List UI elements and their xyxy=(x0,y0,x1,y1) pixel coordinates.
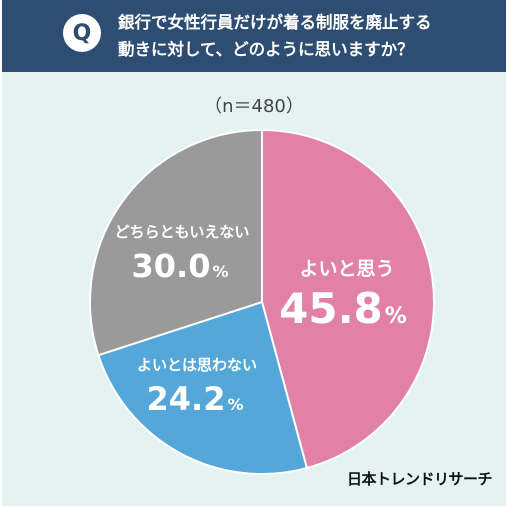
brand-logo: 日本トレンドリサーチ xyxy=(346,470,493,488)
question-line-1: 銀行で女性行員だけが着る制服を廃止する xyxy=(118,13,432,32)
slice-label: よいとは思わない xyxy=(137,356,257,374)
slice-value-label: 30.0% xyxy=(132,247,229,285)
slice-value-label: 45.8% xyxy=(279,284,407,333)
question-line-2: 動きに対して、どのように思いますか？ xyxy=(118,40,414,59)
pie-slice xyxy=(89,128,263,357)
sample-size: （n＝480） xyxy=(204,96,304,117)
pie-slice xyxy=(97,300,309,475)
question-header: Q 銀行で女性行員だけが着る制服を廃止する 動きに対して、どのように思いますか？ xyxy=(2,0,506,72)
slice-value-label: 24.2% xyxy=(147,380,244,418)
question-badge: Q xyxy=(63,14,101,52)
slice-label: よいと思う xyxy=(299,258,394,280)
slice-label: どちらともいえない xyxy=(115,223,250,241)
pie-slice xyxy=(261,128,435,470)
question-text: 銀行で女性行員だけが着る制服を廃止する 動きに対して、どのように思いますか？ xyxy=(118,9,478,63)
